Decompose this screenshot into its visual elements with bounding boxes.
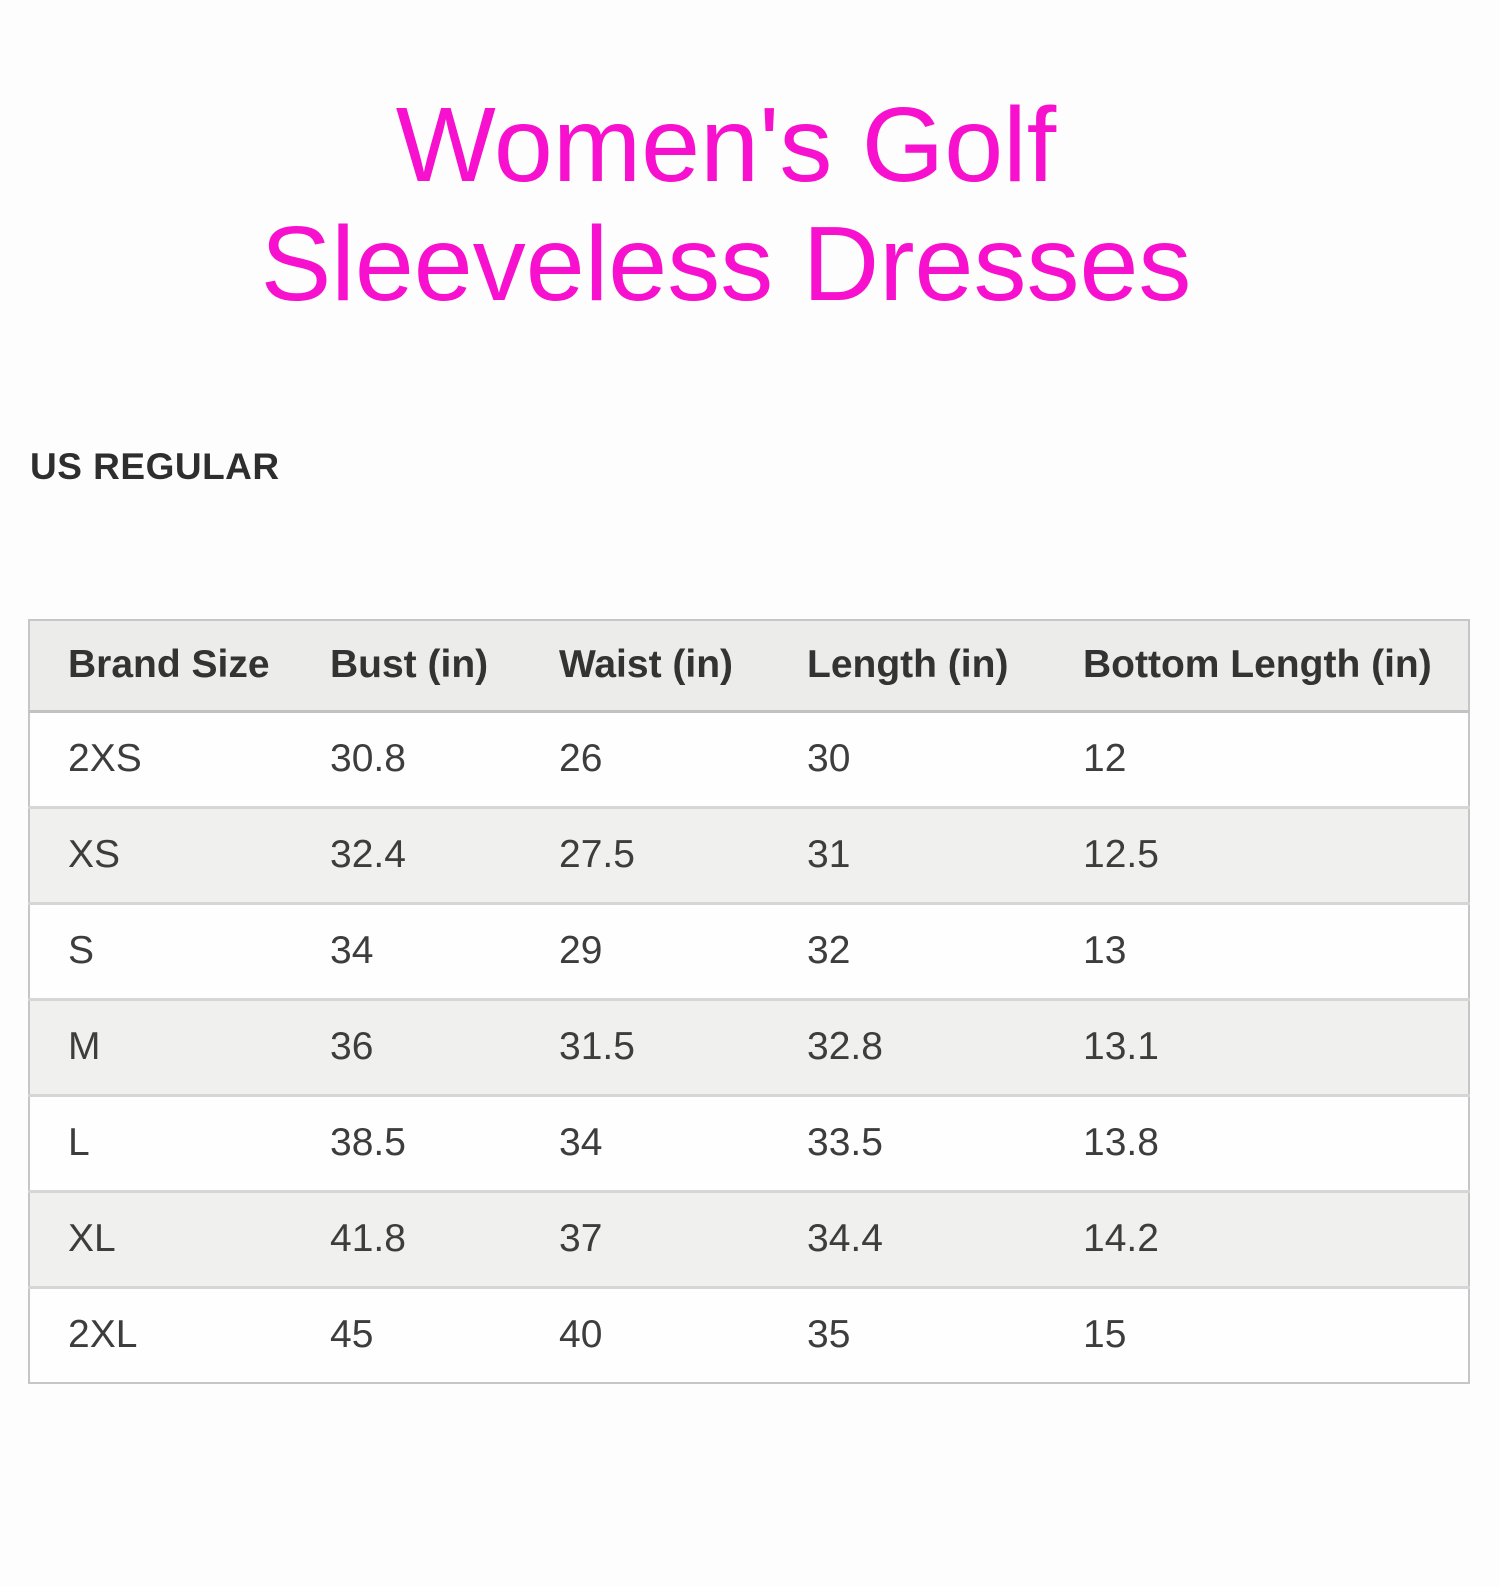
- measurement-cell: 14.2: [1045, 1190, 1469, 1288]
- brand-size-cell: 2XS: [68, 737, 142, 780]
- measurement-cell: 31.5: [521, 998, 769, 1096]
- column-header-brand-size: Brand Size: [29, 620, 292, 713]
- measurement-cell: 36: [292, 998, 521, 1096]
- brand-size-cell: S: [29, 902, 292, 1000]
- page-title-line-2: Sleeveless Dresses: [260, 205, 1192, 323]
- page-title-line-1: Women's Golf: [395, 86, 1057, 204]
- measurement-cell: 33.5: [769, 1094, 1045, 1192]
- measurement-cell: 38.5: [292, 1094, 521, 1192]
- brand-size-cell: L: [29, 1094, 292, 1192]
- size-chart-table: Brand Size Bust (in) Waist (in) Length (…: [28, 619, 1470, 1384]
- measurement-cell: 30: [807, 737, 851, 780]
- table-row: 2XL 45 40 35 15: [29, 1286, 1469, 1383]
- table-row: XL 41.8 37 34.4 14.2: [29, 1190, 1469, 1288]
- table-row: S 34 29 32 13: [29, 902, 1469, 1000]
- brand-size-cell: XS: [29, 806, 292, 904]
- page-title: Women's Golf Sleeveless Dresses: [0, 86, 1452, 324]
- measurement-cell: 31: [769, 806, 1045, 904]
- measurement-cell: 13.8: [1045, 1094, 1469, 1192]
- measurement-cell: 34: [292, 902, 521, 1000]
- table-row: L 38.5 34 33.5 13.8: [29, 1094, 1469, 1192]
- measurement-cell: 37: [521, 1190, 769, 1288]
- measurement-cell: 15: [1045, 1286, 1469, 1383]
- measurement-cell: 35: [769, 1286, 1045, 1383]
- table-header-row: Brand Size Bust (in) Waist (in) Length (…: [29, 620, 1469, 713]
- measurement-cell: 41.8: [292, 1190, 521, 1288]
- measurement-cell: 12.5: [1045, 806, 1469, 904]
- measurement-cell: 29: [521, 902, 769, 1000]
- brand-size-cell: XL: [29, 1190, 292, 1288]
- column-header-bottom-length: Bottom Length (in): [1045, 620, 1469, 713]
- column-header-waist: Waist (in): [521, 620, 769, 713]
- table-row: XS 32.4 27.5 31 12.5: [29, 806, 1469, 904]
- measurement-cell: 45: [292, 1286, 521, 1383]
- table-row: M 36 31.5 32.8 13.1: [29, 998, 1469, 1096]
- measurement-cell: 13.1: [1045, 998, 1469, 1096]
- section-label: US REGULAR: [30, 446, 280, 487]
- measurement-cell: 30.8: [330, 737, 406, 780]
- measurement-cell: 40: [521, 1286, 769, 1383]
- measurement-cell: 32.4: [292, 806, 521, 904]
- measurement-cell: 27.5: [521, 806, 769, 904]
- brand-size-cell: 2XL: [29, 1286, 292, 1383]
- measurement-cell: 12: [1083, 737, 1127, 780]
- measurement-cell: 26: [559, 737, 603, 780]
- measurement-cell: 32.8: [769, 998, 1045, 1096]
- measurement-cell: 13: [1045, 902, 1469, 1000]
- measurement-cell: 32: [769, 902, 1045, 1000]
- brand-size-cell: M: [29, 998, 292, 1096]
- column-header-bust: Bust (in): [292, 620, 521, 713]
- size-chart-page: Women's Golf Sleeveless Dresses US REGUL…: [0, 86, 1500, 1586]
- measurement-cell: 34: [521, 1094, 769, 1192]
- column-header-length: Length (in): [769, 620, 1045, 713]
- table-row: 2XS 30.8 26 30 12: [29, 712, 1469, 808]
- measurement-cell: 34.4: [769, 1190, 1045, 1288]
